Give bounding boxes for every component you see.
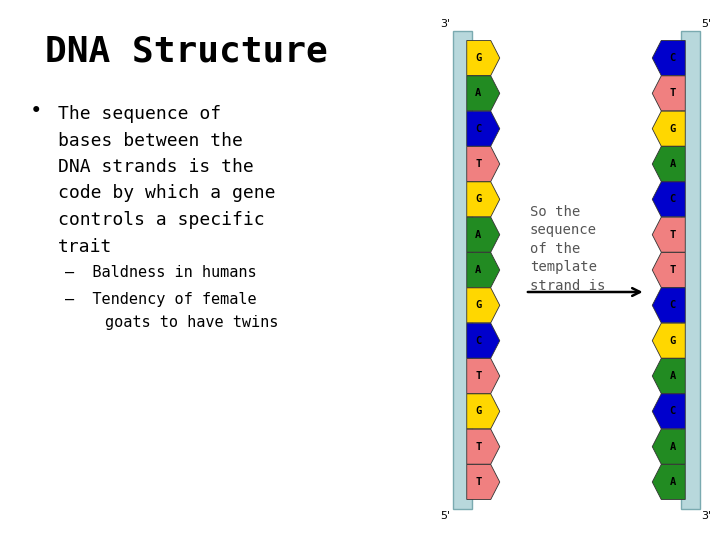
Polygon shape bbox=[652, 40, 685, 76]
Polygon shape bbox=[652, 253, 685, 287]
Text: DNA Structure: DNA Structure bbox=[45, 35, 328, 69]
Text: controls a specific: controls a specific bbox=[58, 211, 265, 229]
Text: T: T bbox=[475, 159, 482, 169]
Text: 3': 3' bbox=[441, 19, 451, 29]
Text: •: • bbox=[30, 101, 42, 121]
Text: G: G bbox=[475, 53, 482, 63]
Text: 5': 5' bbox=[441, 511, 451, 521]
Polygon shape bbox=[467, 182, 500, 217]
Polygon shape bbox=[652, 464, 685, 500]
Text: G: G bbox=[475, 300, 482, 310]
Text: A: A bbox=[475, 265, 482, 275]
Polygon shape bbox=[652, 76, 685, 111]
Text: A: A bbox=[670, 477, 676, 487]
Text: DNA strands is the: DNA strands is the bbox=[58, 158, 253, 176]
Text: T: T bbox=[670, 89, 676, 98]
Text: So the
sequence
of the
template
strand is: So the sequence of the template strand i… bbox=[530, 205, 606, 293]
Polygon shape bbox=[467, 464, 500, 500]
Polygon shape bbox=[652, 359, 685, 394]
Text: T: T bbox=[475, 442, 482, 451]
Text: C: C bbox=[475, 124, 482, 134]
Text: –  Baldness in humans: – Baldness in humans bbox=[65, 265, 256, 280]
Polygon shape bbox=[652, 394, 685, 429]
Text: A: A bbox=[670, 371, 676, 381]
Polygon shape bbox=[467, 76, 500, 111]
Text: T: T bbox=[670, 230, 676, 240]
Text: G: G bbox=[670, 336, 676, 346]
Text: code by which a gene: code by which a gene bbox=[58, 185, 276, 202]
FancyBboxPatch shape bbox=[452, 31, 472, 509]
Text: G: G bbox=[670, 124, 676, 134]
Text: T: T bbox=[670, 265, 676, 275]
Polygon shape bbox=[467, 288, 500, 323]
Text: C: C bbox=[475, 336, 482, 346]
Polygon shape bbox=[467, 146, 500, 181]
Text: G: G bbox=[475, 194, 482, 204]
Text: T: T bbox=[475, 477, 482, 487]
Polygon shape bbox=[467, 217, 500, 252]
Polygon shape bbox=[467, 359, 500, 394]
Text: bases between the: bases between the bbox=[58, 132, 243, 150]
Polygon shape bbox=[652, 429, 685, 464]
Polygon shape bbox=[652, 111, 685, 146]
Polygon shape bbox=[467, 394, 500, 429]
Polygon shape bbox=[652, 288, 685, 323]
Polygon shape bbox=[467, 429, 500, 464]
Text: C: C bbox=[670, 300, 676, 310]
Text: A: A bbox=[475, 230, 482, 240]
Text: A: A bbox=[670, 159, 676, 169]
Text: T: T bbox=[475, 371, 482, 381]
Polygon shape bbox=[652, 146, 685, 181]
Text: A: A bbox=[475, 89, 482, 98]
Text: C: C bbox=[670, 53, 676, 63]
FancyBboxPatch shape bbox=[680, 31, 700, 509]
Polygon shape bbox=[467, 40, 500, 76]
Text: 3': 3' bbox=[701, 511, 711, 521]
Text: A: A bbox=[670, 442, 676, 451]
Text: –  Tendency of female: – Tendency of female bbox=[65, 292, 256, 307]
Text: C: C bbox=[670, 194, 676, 204]
Text: The sequence of: The sequence of bbox=[58, 105, 221, 123]
Text: G: G bbox=[475, 406, 482, 416]
Polygon shape bbox=[467, 111, 500, 146]
Polygon shape bbox=[467, 323, 500, 358]
Polygon shape bbox=[652, 323, 685, 358]
Text: 5': 5' bbox=[701, 19, 711, 29]
Text: goats to have twins: goats to have twins bbox=[105, 315, 279, 330]
Text: C: C bbox=[670, 406, 676, 416]
Text: trait: trait bbox=[58, 238, 112, 255]
Polygon shape bbox=[467, 253, 500, 287]
Polygon shape bbox=[652, 217, 685, 252]
Polygon shape bbox=[652, 182, 685, 217]
